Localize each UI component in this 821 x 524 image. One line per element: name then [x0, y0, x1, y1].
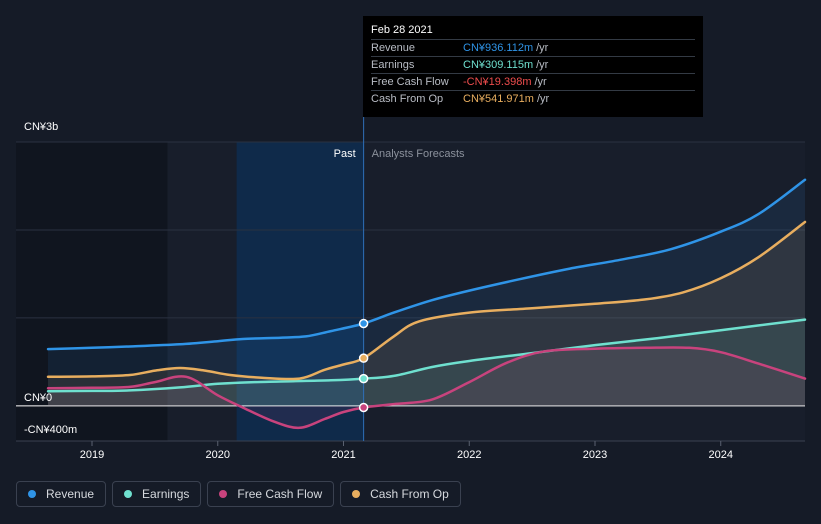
- legend-item-earnings[interactable]: Earnings: [112, 481, 202, 507]
- area-earnings: [48, 319, 805, 406]
- y-tick-label: -CN¥400m: [24, 424, 77, 436]
- legend-item-free-cash-flow[interactable]: Free Cash Flow: [207, 481, 335, 507]
- line-revenue: [46, 178, 807, 351]
- past-highlight-band: [236, 142, 364, 441]
- tooltip-date: Feb 28 2021: [371, 24, 433, 36]
- legend: Revenue Earnings Free Cash Flow Cash Fro…: [16, 481, 461, 507]
- dot-cash-from-op: [358, 353, 369, 363]
- tooltip-value: -CN¥19.398m: [463, 76, 532, 88]
- y-tick-label: CN¥0: [24, 392, 52, 404]
- legend-label: Free Cash Flow: [237, 487, 323, 501]
- hover-dots: [358, 318, 369, 413]
- gridlines: [16, 141, 805, 442]
- tooltip: Feb 28 2021 Revenue CN¥936.112m /yr Earn…: [363, 16, 703, 117]
- legend-dot-icon: [124, 490, 133, 498]
- y-axis-labels: CN¥3b CN¥0 -CN¥400m: [24, 121, 77, 436]
- tooltip-value: CN¥309.115m: [463, 59, 534, 71]
- x-axis-labels: 2019 2020 2021 2022 2023 2024: [80, 441, 733, 461]
- x-tick-label: 2022: [457, 449, 481, 461]
- tooltip-row-free-cash-flow: Free Cash Flow -CN¥19.398m /yr: [371, 73, 695, 90]
- x-tick-label: 2020: [206, 449, 230, 461]
- tooltip-unit: /yr: [534, 76, 547, 88]
- tooltip-value: CN¥936.112m: [463, 42, 534, 54]
- tooltip-unit: /yr: [536, 42, 549, 54]
- tooltip-unit: /yr: [536, 93, 550, 105]
- tooltip-label: Earnings: [371, 59, 415, 71]
- tooltip-value: CN¥541.971m: [463, 93, 534, 105]
- legend-dot-icon: [28, 490, 36, 498]
- tooltip-row-revenue: Revenue CN¥936.112m /yr: [371, 39, 695, 56]
- legend-item-revenue[interactable]: Revenue: [16, 481, 107, 507]
- area-free-cash-flow: [48, 347, 805, 428]
- legend-item-cash-from-op[interactable]: Cash From Op: [340, 481, 461, 507]
- legend-label: Revenue: [46, 487, 95, 501]
- dot-earnings: [358, 373, 369, 384]
- x-tick-label: 2019: [80, 449, 104, 461]
- tooltip-label: Free Cash Flow: [371, 76, 449, 88]
- dot-revenue: [358, 318, 369, 329]
- tooltip-row-cash-from-op: Cash From Op CN¥541.971m /yr: [371, 90, 695, 107]
- tooltip-label: Cash From Op: [371, 93, 444, 105]
- forecast-label: Analysts Forecasts: [372, 148, 465, 160]
- dot-free-cash-flow: [358, 402, 369, 413]
- y-tick-label: CN¥3b: [24, 121, 58, 133]
- legend-label: Earnings: [142, 487, 190, 501]
- x-tick-label: 2024: [709, 449, 733, 461]
- legend-dot-icon: [219, 490, 228, 498]
- past-label: Past: [334, 148, 356, 160]
- area-cash-from-op: [48, 222, 805, 406]
- x-tick-label: 2021: [331, 449, 355, 461]
- tooltip-unit: /yr: [536, 59, 549, 71]
- legend-dot-icon: [352, 490, 361, 498]
- line-cash-from-op: [46, 220, 807, 381]
- x-tick-label: 2023: [583, 449, 607, 461]
- legend-label: Cash From Op: [370, 487, 449, 501]
- tooltip-label: Revenue: [371, 42, 416, 54]
- tooltip-row-earnings: Earnings CN¥309.115m /yr: [371, 56, 695, 73]
